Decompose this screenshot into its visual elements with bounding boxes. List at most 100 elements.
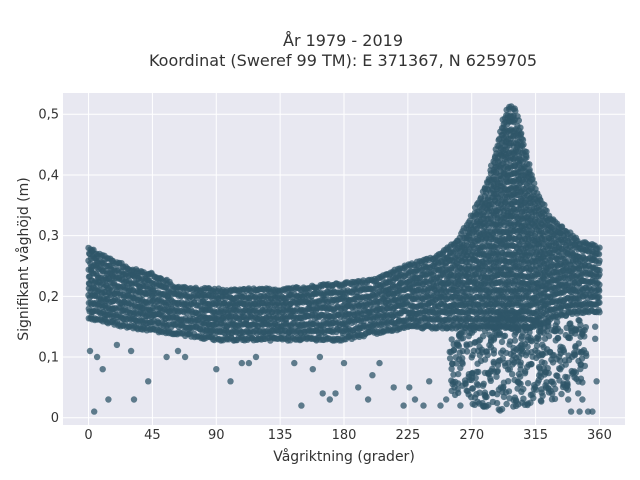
data-point	[538, 398, 545, 405]
data-point	[459, 355, 466, 362]
data-point	[582, 324, 589, 331]
data-point	[493, 399, 501, 407]
data-point	[355, 384, 362, 391]
data-point	[406, 384, 413, 391]
data-point	[86, 347, 94, 355]
data-point	[420, 402, 427, 409]
data-point	[579, 396, 586, 403]
data-point	[564, 386, 572, 393]
data-point	[518, 130, 525, 137]
data-point	[252, 353, 260, 361]
data-point	[364, 396, 372, 403]
data-point	[480, 380, 487, 387]
data-point	[581, 362, 589, 370]
data-point	[400, 402, 407, 409]
data-point	[450, 347, 457, 354]
data-point	[145, 378, 152, 385]
x-tick-label: 270	[459, 428, 484, 443]
data-point	[238, 359, 245, 367]
data-point	[539, 341, 546, 348]
data-point	[459, 335, 467, 342]
data-point	[593, 378, 600, 385]
y-tick-label: 0,3	[38, 229, 59, 244]
data-point	[528, 360, 535, 368]
data-point	[490, 347, 498, 354]
data-point	[309, 366, 316, 373]
data-points	[85, 103, 603, 415]
data-point	[500, 333, 507, 340]
data-point	[596, 281, 603, 288]
y-tick-label: 0,2	[38, 290, 59, 305]
data-point	[390, 384, 397, 391]
data-point	[592, 335, 599, 342]
data-point	[484, 351, 491, 359]
data-point	[471, 327, 478, 334]
data-point	[558, 390, 565, 398]
data-point	[565, 396, 572, 403]
y-tick-label: 0	[51, 411, 59, 426]
data-point	[553, 319, 561, 326]
data-point	[518, 314, 526, 322]
data-point	[576, 408, 583, 415]
data-point	[552, 385, 559, 393]
data-point	[483, 393, 490, 401]
data-point	[517, 124, 524, 131]
data-point	[181, 353, 189, 361]
data-point	[575, 390, 582, 397]
data-point	[579, 379, 586, 386]
data-point	[457, 402, 464, 409]
y-tick-label: 0,4	[38, 168, 59, 183]
y-tick-label: 0,1	[38, 351, 59, 366]
x-tick-label: 0	[84, 428, 92, 443]
data-point	[99, 366, 106, 373]
data-point	[340, 359, 348, 367]
data-point	[523, 152, 530, 159]
data-point	[443, 396, 450, 403]
data-point	[503, 322, 510, 329]
data-point	[596, 287, 603, 294]
data-point	[503, 400, 510, 408]
data-point	[511, 337, 519, 344]
x-axis-title: Vågriktning (grader)	[273, 448, 415, 465]
data-point	[545, 332, 553, 340]
y-tick-label: 0,5	[38, 108, 59, 123]
data-point	[526, 329, 533, 336]
data-point	[539, 392, 546, 399]
data-point	[557, 328, 564, 335]
chart-title-line-1: År 1979 - 2019	[283, 31, 403, 50]
data-point	[174, 347, 182, 355]
data-point	[113, 341, 121, 349]
data-point	[554, 335, 562, 342]
data-point	[498, 405, 506, 413]
data-point	[93, 353, 101, 361]
x-tick-label: 315	[523, 428, 548, 443]
data-point	[532, 318, 539, 325]
data-point	[583, 352, 590, 359]
data-point	[592, 323, 599, 330]
data-point	[316, 353, 324, 361]
data-point	[105, 396, 112, 403]
x-tick-label: 225	[395, 428, 420, 443]
data-point	[463, 348, 471, 355]
data-point	[516, 379, 523, 387]
data-point	[596, 257, 603, 264]
data-point	[213, 366, 220, 373]
data-point	[520, 385, 527, 393]
data-point	[326, 396, 333, 403]
data-point	[530, 394, 537, 402]
data-point	[497, 312, 504, 319]
data-point	[596, 299, 603, 306]
data-point	[595, 250, 603, 258]
data-point	[245, 359, 253, 367]
data-point	[551, 395, 559, 403]
data-point	[513, 319, 520, 326]
data-point	[498, 338, 506, 346]
data-point	[589, 408, 596, 415]
data-point	[581, 333, 588, 340]
data-point	[91, 408, 98, 415]
data-point	[437, 402, 444, 409]
data-point	[515, 117, 522, 124]
data-point	[520, 395, 527, 402]
x-tick-label: 45	[144, 428, 161, 443]
